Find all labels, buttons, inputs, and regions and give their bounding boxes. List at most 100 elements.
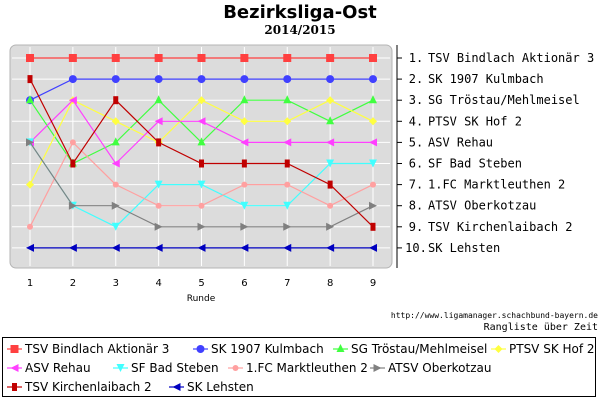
rank-number: 6. <box>409 157 423 171</box>
series-7 <box>27 139 376 230</box>
data-point <box>197 117 206 126</box>
data-point <box>369 138 377 147</box>
data-point <box>27 75 33 84</box>
data-point <box>155 202 162 209</box>
rank-number: 5. <box>409 135 423 149</box>
rank-label: SK 1907 Kulmbach <box>428 72 544 86</box>
x-tick-label: 1 <box>27 278 33 289</box>
series-2 <box>26 75 377 105</box>
series-5 <box>26 96 377 168</box>
legend-marker <box>10 345 19 353</box>
data-point <box>27 223 33 230</box>
data-point <box>68 54 77 62</box>
data-point <box>68 96 77 105</box>
data-point <box>241 159 247 168</box>
x-tick-label: 2 <box>70 278 76 289</box>
x-tick-label: 3 <box>113 278 119 289</box>
rank-number: 2. <box>409 72 423 86</box>
data-point <box>197 222 206 231</box>
data-point <box>26 54 34 62</box>
legend-marker <box>116 364 125 372</box>
data-point <box>240 243 249 252</box>
data-point <box>283 222 292 231</box>
x-tick-label: 8 <box>327 278 333 289</box>
data-point <box>240 95 249 104</box>
data-point <box>283 201 292 210</box>
legend-item: SG Tröstau/Mehlmeisel <box>333 342 487 356</box>
x-tick-label: 4 <box>155 278 161 289</box>
data-point <box>68 201 77 210</box>
series-8 <box>26 138 377 231</box>
legend: TSV Bindlach Aktionär 3 SK 1907 Kulmbach S… <box>2 337 596 397</box>
data-point <box>111 222 120 231</box>
rank-label: TSV Bindlach Aktionär 3 <box>428 51 594 65</box>
data-point <box>197 96 206 105</box>
data-point <box>240 138 249 147</box>
data-point <box>283 117 292 126</box>
legend-item: SK 1907 Kulmbach <box>193 342 324 356</box>
data-point <box>111 243 120 252</box>
data-point <box>197 54 206 62</box>
data-point <box>240 117 249 126</box>
legend-label: ASV Rehau <box>25 361 91 375</box>
data-point <box>326 159 335 168</box>
chart-title: Bezirksliga-Ost <box>223 2 377 23</box>
data-point <box>154 243 163 252</box>
data-point <box>283 75 292 84</box>
data-point <box>370 181 376 188</box>
legend-label: ATSV Oberkotzau <box>388 361 491 375</box>
legend-item: SF Bad Steben <box>113 361 219 375</box>
data-point <box>26 180 34 189</box>
data-point <box>240 201 249 210</box>
data-point <box>327 202 334 209</box>
rank-label: ASV Rehau <box>428 135 493 149</box>
data-point <box>69 139 76 146</box>
rank-number: 7. <box>409 178 423 192</box>
data-point <box>112 181 119 188</box>
data-point <box>284 181 291 188</box>
x-tick-label: 7 <box>284 278 290 289</box>
rank-label: 1.FC Marktleuthen 2 <box>428 178 565 192</box>
rank-label: TSV Kirchenlaibach 2 <box>428 220 573 234</box>
x-tick-label: 9 <box>370 278 376 289</box>
data-point <box>198 202 205 209</box>
rank-label: SK Lehsten <box>428 241 500 255</box>
data-point <box>240 54 249 62</box>
data-point <box>197 243 206 252</box>
data-point <box>240 75 249 84</box>
data-point <box>111 201 120 210</box>
x-tick-label: 6 <box>241 278 247 289</box>
legend-marker <box>172 383 181 391</box>
legend-item: PTSV SK Hof 2 <box>491 342 595 356</box>
data-point <box>154 222 163 231</box>
legend-items: TSV Bindlach Aktionär 3 SK 1907 Kulmbach S… <box>7 342 595 394</box>
data-point <box>240 222 249 231</box>
data-point <box>197 137 206 146</box>
data-point <box>68 75 77 84</box>
data-point <box>370 222 376 231</box>
rank-label: SF Bad Steben <box>428 157 522 171</box>
data-point <box>283 54 292 62</box>
legend-marker <box>12 383 17 391</box>
legend-label: SK Lehsten <box>187 380 254 394</box>
data-point <box>326 243 335 252</box>
data-point <box>369 117 377 126</box>
data-point <box>283 95 292 104</box>
data-point <box>369 243 377 252</box>
legend-item: 1.FC Marktleuthen 2 <box>228 361 368 375</box>
legend-label: SK 1907 Kulmbach <box>211 342 324 356</box>
legend-item: SK Lehsten <box>169 380 254 394</box>
data-point <box>326 96 335 105</box>
data-point <box>111 137 120 146</box>
legend-item: ATSV Oberkotzau <box>370 361 491 375</box>
data-point <box>70 159 76 168</box>
legend-item: ASV Rehau <box>7 361 91 375</box>
data-point <box>154 117 163 126</box>
legend-marker <box>336 344 345 352</box>
rank-number: 1. <box>409 51 423 65</box>
data-point <box>26 243 34 252</box>
data-point <box>369 201 377 210</box>
data-point <box>327 180 333 189</box>
legend-label: SF Bad Steben <box>131 361 219 375</box>
